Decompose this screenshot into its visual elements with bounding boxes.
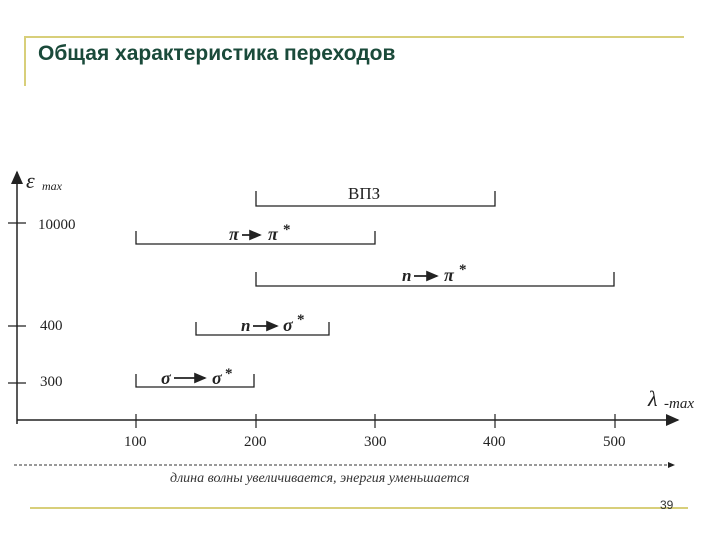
title-bar: Общая характеристика переходов: [24, 36, 684, 86]
x-tick-label-400: 400: [483, 434, 506, 450]
range-vis-label: ВПЗ: [348, 184, 380, 203]
x-tick-label-300: 300: [364, 434, 387, 450]
pi-pi-to: π: [268, 224, 279, 244]
y-axis-sub: max: [42, 179, 63, 193]
n-sigma-star: *: [297, 312, 305, 328]
n-pi-star: *: [459, 262, 467, 278]
y-tick-label-10000: 10000: [38, 217, 76, 233]
n-sigma-to: σ: [283, 315, 294, 335]
n-sigma-from: n: [241, 316, 250, 335]
x-tick-label-100: 100: [124, 434, 147, 450]
pi-pi-star: *: [283, 222, 291, 238]
y-tick-label-400: 400: [40, 318, 63, 334]
x-tick-label-500: 500: [603, 434, 626, 450]
slide-title: Общая характеристика переходов: [38, 42, 396, 65]
direction-caption: длина волны увеличивается, энергия умень…: [170, 471, 470, 486]
sigma-sigma-to: σ: [212, 368, 223, 388]
y-axis-label: ε: [26, 168, 35, 193]
n-pi-from: n: [402, 266, 411, 285]
n-pi-to: π: [444, 265, 455, 285]
x-axis-label: λ: [647, 386, 658, 411]
sigma-sigma-from: σ: [161, 368, 172, 388]
title-accent-vertical: [24, 36, 26, 86]
range-n-pi-star: n π *: [255, 262, 615, 287]
title-accent-horizontal: [24, 36, 684, 38]
sigma-sigma-star: *: [225, 366, 233, 382]
range-vis: ВПЗ: [255, 184, 496, 207]
x-axis-sub: -max: [664, 396, 694, 412]
range-sigma-sigma-star: σ σ *: [135, 366, 255, 388]
range-pi-pi-star: π π *: [135, 222, 376, 245]
range-n-sigma-star: n σ *: [195, 312, 330, 336]
x-tick-label-200: 200: [244, 434, 267, 450]
y-tick-label-300: 300: [40, 374, 63, 390]
pi-pi-from: π: [229, 224, 240, 244]
footer-accent-line: [30, 507, 688, 509]
page-number: 39: [660, 498, 674, 512]
